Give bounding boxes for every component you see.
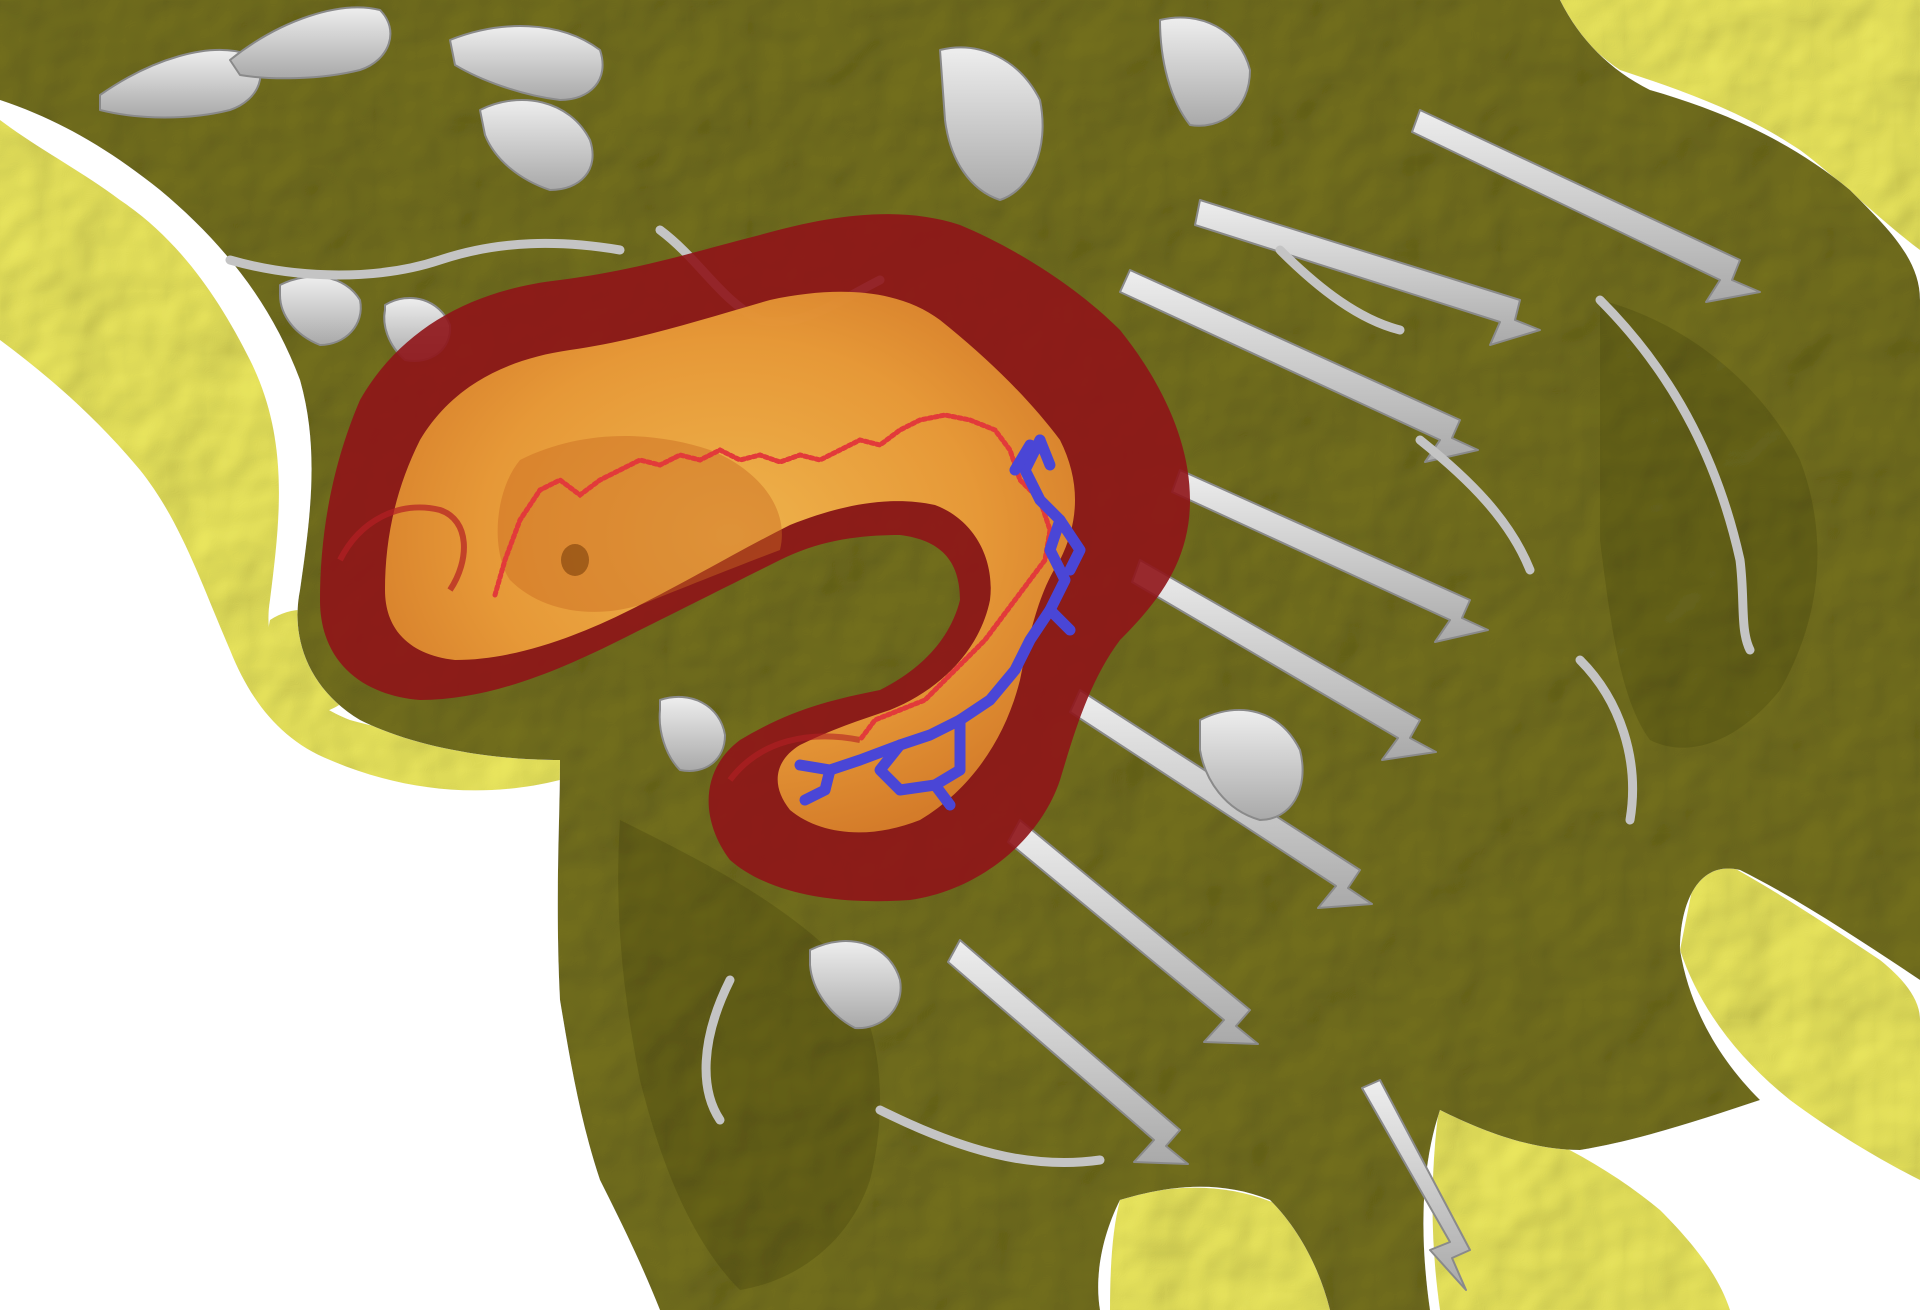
beta-strand-7 xyxy=(947,939,1189,1165)
exposed-surface-bottom-right xyxy=(1432,1100,1730,1310)
beta-strand-3 xyxy=(1171,469,1489,643)
protein-loops xyxy=(225,225,1755,1168)
helix-left-lower xyxy=(658,695,726,772)
loop-right-long xyxy=(1595,295,1755,655)
helix-lower-center xyxy=(1199,709,1304,821)
tunnel-pore xyxy=(561,544,589,576)
helix-top-mid xyxy=(1159,16,1251,127)
tunnel-path-trace xyxy=(492,412,1053,743)
exposed-surface-right xyxy=(1680,850,1920,1180)
helix-top-left-1 xyxy=(99,48,262,119)
beta-strand-1 xyxy=(1194,199,1541,346)
protein-ribbons xyxy=(99,6,1761,1291)
ligand-ring xyxy=(874,714,966,796)
protein-surface-shadow-lobe xyxy=(1600,300,1818,748)
beta-strand-6 xyxy=(1007,819,1259,1045)
beta-strand-5 xyxy=(1069,689,1373,909)
helix-top-left-3 xyxy=(449,25,604,101)
exposed-surface-bottom xyxy=(1110,1187,1330,1310)
helix-top-left-4 xyxy=(479,99,594,191)
ligand-tail-branch xyxy=(799,764,836,806)
beta-strand-8 xyxy=(1361,1079,1471,1291)
beta-strand-2 xyxy=(1119,269,1479,463)
tunnel-rim-lower xyxy=(727,733,861,782)
ligand-tail xyxy=(794,739,906,776)
helix-top-left-2 xyxy=(229,6,392,80)
exposed-surface-top-right xyxy=(1560,0,1920,250)
helix-top-center xyxy=(939,46,1044,201)
ligand-branch-top2 xyxy=(1034,434,1056,471)
ligand-stick-model xyxy=(794,434,1086,811)
ligand-chain-upper xyxy=(954,434,1071,726)
loop-lower-mid xyxy=(875,1105,1105,1168)
loop-top-left xyxy=(225,238,625,280)
loop-right-mid xyxy=(1415,435,1535,575)
loop-upper-right xyxy=(1275,245,1405,335)
tunnel-rim-highlight xyxy=(337,504,467,592)
loop-far-right xyxy=(1575,655,1637,825)
helix-lower-left xyxy=(809,940,902,1030)
beta-strand-top-right xyxy=(1411,109,1761,303)
ligand-branch-mid2 xyxy=(1044,604,1076,636)
loop-lower-left xyxy=(701,975,735,1125)
ligand-branch-top xyxy=(1009,439,1036,476)
ligand-ring-branch xyxy=(929,779,956,811)
beta-strand-4 xyxy=(1131,559,1437,761)
ligand-branch-mid xyxy=(1054,514,1086,576)
protein-surface-shadow-lower xyxy=(618,820,880,1290)
exposed-surface-left xyxy=(0,120,560,791)
